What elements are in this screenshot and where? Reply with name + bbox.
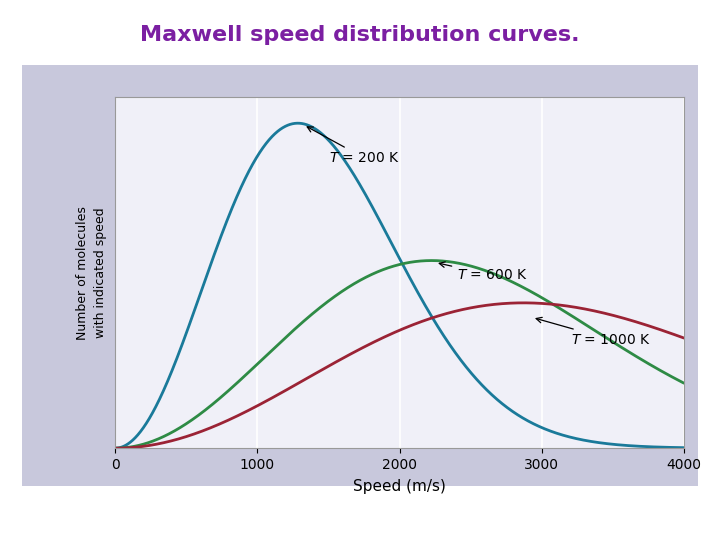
Text: $\mathit{T}$ = 600 K: $\mathit{T}$ = 600 K xyxy=(439,262,528,282)
Text: $\mathit{T}$ = 1000 K: $\mathit{T}$ = 1000 K xyxy=(536,318,650,347)
Text: Maxwell speed distribution curves.: Maxwell speed distribution curves. xyxy=(140,25,580,45)
Y-axis label: Number of molecules
with indicated speed: Number of molecules with indicated speed xyxy=(76,206,107,340)
X-axis label: Speed (m/s): Speed (m/s) xyxy=(354,479,446,494)
Text: $\mathit{T}$ = 200 K: $\mathit{T}$ = 200 K xyxy=(307,127,400,165)
